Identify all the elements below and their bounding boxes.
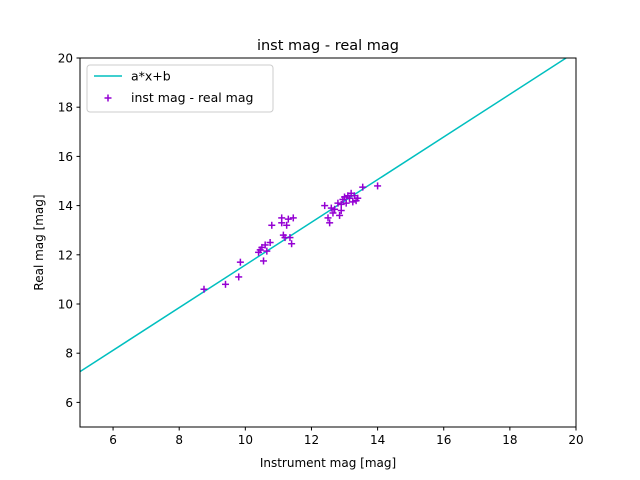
legend-scatter-label: inst mag - real mag [131,90,253,105]
legend-marker-swatch [104,94,112,102]
legend-box [86,64,274,113]
scatter-point [289,214,297,222]
scatter-point [359,183,367,191]
scatter-point [331,205,339,213]
scatter-point [283,221,291,229]
scatter-point [324,214,332,222]
scatter-point [329,209,337,217]
x-tick-label: 16 [436,433,451,447]
scatter-point [336,211,344,219]
scatter-point [326,219,334,227]
scatter-point [266,239,274,246]
x-axis-label: Instrument mag [mag] [260,456,396,470]
scatter-point [236,258,244,266]
scatter-point [263,247,271,255]
series-layer [80,58,567,373]
y-tick-label: 8 [65,347,73,361]
scatter-point [261,241,269,249]
scatter-point [321,202,329,210]
x-axis-ticks: 6 8 10 12 14 16 18 20 [109,427,584,447]
y-axis-ticks: 6 8 10 12 14 16 18 20 [58,52,80,410]
x-tick-label: 6 [109,433,117,447]
y-tick-label: 14 [58,199,73,213]
axes-frame [79,57,577,428]
x-tick-label: 10 [238,433,253,447]
scatter-point [337,207,345,215]
scatter-point [337,200,345,208]
x-tick-label: 8 [175,433,183,447]
scatter-point [235,273,243,281]
scatter-point [334,199,342,207]
fit-line [80,58,567,373]
scatter-point [341,193,349,201]
y-tick-label: 12 [58,248,73,262]
legend-line-label: a*x+b [131,69,171,84]
scatter-point [284,215,292,223]
chart-title: inst mag - real mag [257,38,399,54]
y-tick-label: 16 [58,150,73,164]
x-tick-label: 18 [502,433,517,447]
y-tick-label: 6 [65,396,73,410]
scatter-point [374,182,382,190]
scatter-point [260,257,268,265]
y-tick-label: 10 [58,298,73,312]
scatter-point [200,285,208,293]
scatter-point [221,280,229,288]
x-tick-label: 12 [304,433,319,447]
scatter-point [327,204,335,212]
y-tick-label: 20 [58,52,73,66]
x-tick-label: 14 [370,433,385,447]
x-tick-label: 20 [568,433,583,447]
scatter-point [345,194,353,202]
scatter-point [288,240,296,248]
scatter-point [278,214,286,222]
scatter-point [268,221,276,229]
legend: a*x+b inst mag - real mag [86,64,274,113]
scatter-point [354,194,362,202]
y-tick-label: 18 [58,101,73,115]
y-axis-label: Real mag [mag] [32,194,46,290]
scatter-point [342,199,350,207]
scatter-point [286,234,294,242]
scatter-point [349,198,357,206]
